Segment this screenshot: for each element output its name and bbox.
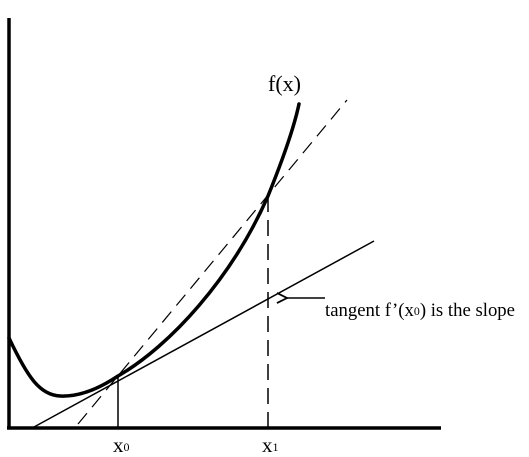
tangent-annotation: tangent f’(x0) is the slope xyxy=(325,300,515,321)
tangent-line xyxy=(33,240,375,428)
secant-line xyxy=(77,99,348,425)
x0-label: x0 xyxy=(113,433,130,457)
function-curve xyxy=(7,102,301,398)
x1-label: x1 xyxy=(262,433,279,457)
curve-label: f(x) xyxy=(268,71,301,96)
